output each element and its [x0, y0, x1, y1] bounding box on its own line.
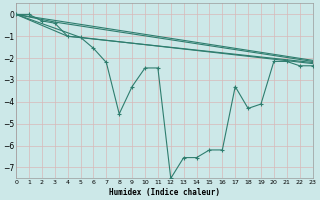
X-axis label: Humidex (Indice chaleur): Humidex (Indice chaleur)	[109, 188, 220, 197]
